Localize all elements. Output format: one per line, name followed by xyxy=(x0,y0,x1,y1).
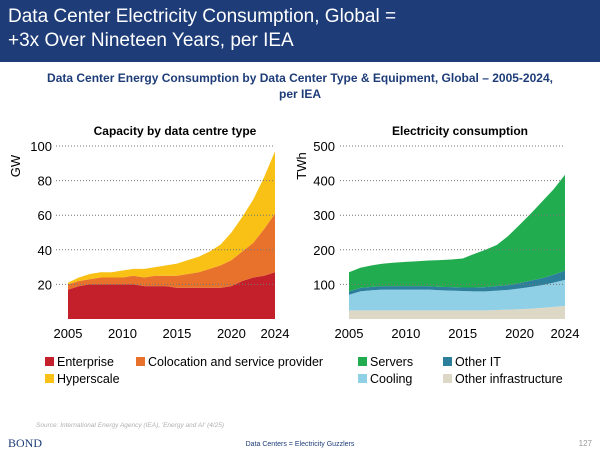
y-tick-label: 20 xyxy=(38,277,52,292)
y-axis-label: TWh xyxy=(294,152,309,179)
legend-label: Other infrastructure xyxy=(455,372,563,386)
x-tick-label: 2024 xyxy=(261,326,290,341)
area xyxy=(349,305,565,319)
x-tick-label: 2005 xyxy=(54,326,83,341)
header-title: +3x Over Nineteen Years, per IEA xyxy=(8,30,294,51)
legend-swatch xyxy=(45,374,54,383)
legend-label: Hyperscale xyxy=(57,372,120,386)
x-tick-label: 2010 xyxy=(108,326,137,341)
y-axis-label: GW xyxy=(8,154,23,177)
y-tick-label: 80 xyxy=(38,174,52,189)
legend-swatch xyxy=(136,357,145,366)
legend-swatch xyxy=(45,357,54,366)
subtitle: per IEA xyxy=(279,87,321,101)
y-tick-label: 100 xyxy=(313,277,335,292)
header-band xyxy=(0,0,600,62)
area xyxy=(349,279,565,311)
x-tick-label: 2020 xyxy=(505,326,534,341)
legend-label: Cooling xyxy=(370,372,412,386)
y-tick-label: 300 xyxy=(313,208,335,223)
header-title: Data Center Electricity Consumption, Glo… xyxy=(8,6,396,27)
chart-title: Capacity by data centre type xyxy=(94,124,257,138)
footer-caption: Data Centers = Electricity Guzzlers xyxy=(246,441,355,448)
legend-label: Colocation and service provider xyxy=(148,355,323,369)
x-tick-label: 2015 xyxy=(448,326,477,341)
x-tick-label: 2015 xyxy=(162,326,191,341)
area xyxy=(349,174,565,292)
y-tick-label: 400 xyxy=(313,174,335,189)
legend-swatch xyxy=(443,374,452,383)
chart-title: Electricity consumption xyxy=(392,124,528,138)
y-tick-label: 500 xyxy=(313,139,335,154)
x-tick-label: 2020 xyxy=(217,326,246,341)
brand: BOND xyxy=(8,436,42,450)
area xyxy=(68,151,275,285)
y-tick-label: 60 xyxy=(38,208,52,223)
area xyxy=(68,213,275,290)
legend-swatch xyxy=(358,374,367,383)
legend-swatch xyxy=(443,357,452,366)
y-tick-label: 40 xyxy=(38,243,52,258)
legend-label: Enterprise xyxy=(57,355,114,369)
subtitle: Data Center Energy Consumption by Data C… xyxy=(47,71,553,85)
area xyxy=(68,272,275,319)
x-tick-label: 2005 xyxy=(335,326,364,341)
y-tick-label: 200 xyxy=(313,243,335,258)
source: Source: International Energy Agency (IEA… xyxy=(36,422,224,429)
x-tick-label: 2010 xyxy=(391,326,420,341)
legend-label: Servers xyxy=(370,355,413,369)
area xyxy=(349,270,565,295)
page-number: 127 xyxy=(579,439,593,448)
y-tick-label: 100 xyxy=(30,139,52,154)
legend-label: Other IT xyxy=(455,355,501,369)
x-tick-label: 2024 xyxy=(551,326,580,341)
legend-swatch xyxy=(358,357,367,366)
